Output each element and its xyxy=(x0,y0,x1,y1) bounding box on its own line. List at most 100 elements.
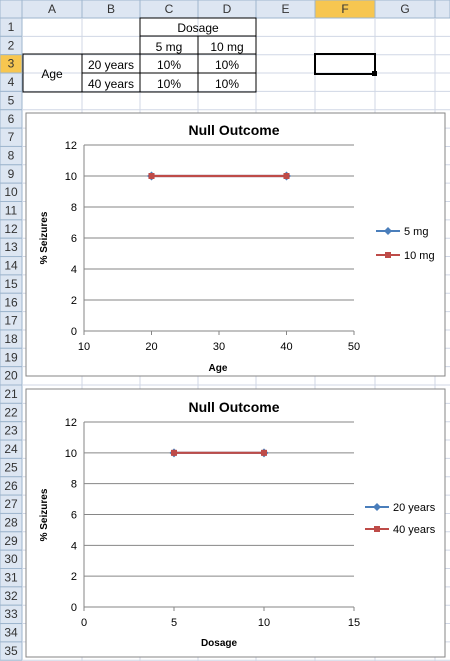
data-point xyxy=(171,449,177,456)
chart-title: Null Outcome xyxy=(188,122,279,138)
column-header-label: F xyxy=(341,2,348,16)
row-header-label: 26 xyxy=(4,479,18,493)
selected-cell-outline[interactable] xyxy=(314,53,376,75)
row-header-label: 12 xyxy=(4,222,18,236)
row-header-label: 28 xyxy=(4,515,18,529)
y-tick-label: 12 xyxy=(65,140,77,152)
row-header-label: 4 xyxy=(8,75,15,89)
row-header-label: 9 xyxy=(8,167,15,181)
y-tick-label: 4 xyxy=(71,264,77,276)
row-header-label: 7 xyxy=(8,130,15,144)
legend[interactable]: 5 mg 10 mg xyxy=(376,226,435,262)
legend-marker xyxy=(384,227,392,235)
y-tick-label: 2 xyxy=(71,295,77,307)
row-header-label: 1 xyxy=(8,20,15,34)
cell-d3[interactable]: 10% xyxy=(215,58,239,72)
row-header-label: 2 xyxy=(8,38,15,52)
x-axis-title: Age xyxy=(209,363,228,374)
chart-title: Null Outcome xyxy=(188,399,279,415)
row-header-label: 31 xyxy=(4,571,18,585)
column-header-label: C xyxy=(165,2,174,16)
y-tick-label: 10 xyxy=(65,171,77,183)
row-header-label: 21 xyxy=(4,387,18,401)
y-axis-title: % Seizures xyxy=(39,488,50,541)
chart-area[interactable] xyxy=(25,388,446,658)
row-header-label: 29 xyxy=(4,534,18,548)
y-tick-label: 8 xyxy=(71,479,77,491)
legend-label: 20 years xyxy=(393,502,436,514)
x-tick-label: 15 xyxy=(348,617,360,629)
row-header-label: 20 xyxy=(4,369,18,383)
legend-label: 40 years xyxy=(393,524,436,536)
legend[interactable]: 20 years 40 years xyxy=(365,502,436,536)
x-tick-label: 10 xyxy=(258,617,270,629)
y-axis-title: % Seizures xyxy=(39,211,50,264)
select-all-corner[interactable] xyxy=(0,0,23,19)
y-tick-labels: 0 2 4 6 8 10 12 xyxy=(65,417,77,614)
cell-dose-5mg[interactable]: 5 mg xyxy=(156,40,183,54)
row-header-label: 5 xyxy=(8,93,15,107)
data-point xyxy=(261,449,267,456)
x-tick-labels: 10 20 30 40 50 xyxy=(78,341,360,353)
column-header-label: D xyxy=(223,2,232,16)
y-tick-labels: 0 2 4 6 8 10 12 xyxy=(65,140,77,338)
x-tick-label: 10 xyxy=(78,341,90,353)
row-header-label: 16 xyxy=(4,295,18,309)
data-table-borders xyxy=(22,17,257,93)
row-header-label: 19 xyxy=(4,350,18,364)
cell-d4[interactable]: 10% xyxy=(215,77,239,91)
cell-dose-10mg[interactable]: 10 mg xyxy=(210,40,243,54)
column-header-h[interactable] xyxy=(434,0,450,19)
gridlines xyxy=(83,144,355,335)
row-header-label: 13 xyxy=(4,240,18,254)
chart-dosage[interactable]: Null Outcome 0 2 4 6 8 10 12 0 5 10 15 Dosage % S… xyxy=(25,388,446,658)
cell-dosage-header[interactable]: Dosage xyxy=(177,21,219,35)
row-header-label: 32 xyxy=(4,589,18,603)
row-header-label: 18 xyxy=(4,332,18,346)
cell-c4[interactable]: 10% xyxy=(157,77,181,91)
cell-c3[interactable]: 10% xyxy=(157,58,181,72)
data-point xyxy=(283,173,290,179)
row-header-label: 35 xyxy=(4,644,18,658)
row-header-label: 15 xyxy=(4,277,18,291)
row-header-35[interactable] xyxy=(0,641,23,661)
row-header-label: 10 xyxy=(4,185,18,199)
column-header-label: B xyxy=(107,2,115,16)
fill-handle[interactable] xyxy=(372,71,377,76)
cell-age-40[interactable]: 40 years xyxy=(88,77,134,91)
y-tick-label: 8 xyxy=(71,202,77,214)
row-header-label: 3 xyxy=(8,57,15,71)
row-header-label: 6 xyxy=(8,112,15,126)
legend-label: 5 mg xyxy=(404,226,428,238)
x-tick-labels: 0 5 10 15 xyxy=(81,617,360,629)
column-header-label: G xyxy=(400,2,409,16)
y-tick-label: 0 xyxy=(71,326,77,338)
plot-series xyxy=(147,171,291,181)
cell-age-label[interactable]: Age xyxy=(41,67,63,81)
x-tick-label: 30 xyxy=(213,341,225,353)
row-header-label: 33 xyxy=(4,607,18,621)
row-header-label: 24 xyxy=(4,442,18,456)
legend-marker xyxy=(385,252,391,258)
cell-age-20[interactable]: 20 years xyxy=(88,58,134,72)
row-header-label: 27 xyxy=(4,497,18,511)
row-header-label: 34 xyxy=(4,626,18,640)
data-point xyxy=(148,173,155,179)
row-header-label: 23 xyxy=(4,424,18,438)
legend-marker xyxy=(373,503,381,511)
column-header-label: A xyxy=(48,2,56,16)
chart-area[interactable] xyxy=(25,112,446,377)
row-header-label: 30 xyxy=(4,552,18,566)
x-axis-title: Dosage xyxy=(201,638,238,649)
legend-label: 10 mg xyxy=(404,250,435,262)
chart-age[interactable]: Null Outcome 0 2 4 6 8 10 12 10 20 30 40 50 Age % … xyxy=(25,112,446,377)
row-header-label: 17 xyxy=(4,314,18,328)
column-header-label: E xyxy=(281,2,289,16)
row-header-label: 22 xyxy=(4,405,18,419)
plot-series xyxy=(169,448,269,458)
y-tick-label: 6 xyxy=(71,510,77,522)
x-tick-label: 5 xyxy=(171,617,177,629)
column-headers: A B C D E F G xyxy=(21,0,450,19)
y-tick-label: 2 xyxy=(71,571,77,583)
